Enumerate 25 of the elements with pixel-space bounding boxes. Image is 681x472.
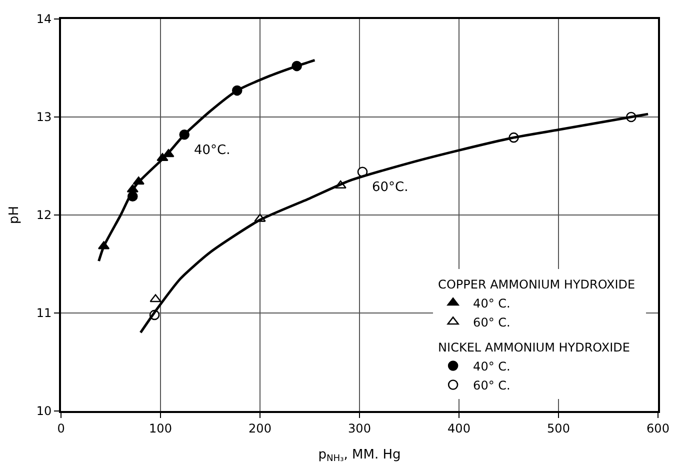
- legend-label: 40° C.: [473, 359, 510, 374]
- x-tick-label: 0: [57, 421, 65, 436]
- x-tick-label: 400: [448, 421, 470, 436]
- x-tick-label: 100: [149, 421, 172, 436]
- y-axis-title: pH: [6, 206, 22, 224]
- legend-label: 60° C.: [473, 378, 510, 392]
- annotation: 60°C.: [372, 180, 408, 195]
- line-series: [139, 112, 650, 334]
- annotation: COPPER AMMONIUM HYDROXIDE: [438, 277, 636, 292]
- y-tick-label: 10: [36, 404, 52, 418]
- y-tick-label: 13: [36, 110, 52, 124]
- x-tick-label: 300: [348, 421, 371, 436]
- legend-label: 40° C.: [473, 296, 510, 310]
- x-tick-label: 200: [248, 421, 272, 436]
- line-series: [98, 58, 316, 262]
- annotation: NICKEL AMMONIUM HYDROXIDE: [438, 340, 630, 354]
- point: [150, 294, 162, 302]
- x-tick-label: 500: [547, 421, 570, 436]
- y-tick-label: 11: [36, 306, 52, 320]
- annotation: 40°C.: [194, 143, 230, 158]
- x-tick-label: 600: [646, 421, 670, 436]
- x-axis-title: p$_{NH₃}$, MM. Hg: [318, 448, 401, 464]
- y-tick-label: 14: [36, 12, 52, 26]
- y-tick-label: 12: [36, 208, 52, 222]
- legend-label: 60° C.: [473, 315, 510, 330]
